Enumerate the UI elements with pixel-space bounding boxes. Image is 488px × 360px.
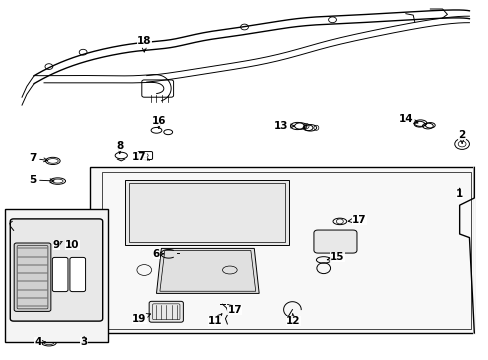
- Text: 3: 3: [81, 337, 87, 347]
- FancyBboxPatch shape: [14, 243, 51, 311]
- Text: 4: 4: [34, 337, 45, 347]
- Text: 10: 10: [65, 240, 80, 250]
- FancyBboxPatch shape: [149, 301, 183, 322]
- Bar: [5, 209, 107, 342]
- Polygon shape: [124, 180, 288, 245]
- Text: 13: 13: [273, 121, 294, 131]
- Text: 14: 14: [398, 114, 417, 124]
- Text: 1: 1: [455, 188, 462, 199]
- FancyBboxPatch shape: [70, 257, 85, 292]
- Text: 7: 7: [29, 153, 47, 163]
- Text: 18: 18: [137, 36, 151, 52]
- Text: 11: 11: [207, 314, 222, 326]
- Text: 17: 17: [347, 215, 366, 225]
- Text: 19: 19: [132, 314, 150, 324]
- Text: 17: 17: [227, 305, 242, 315]
- Text: 15: 15: [326, 252, 344, 262]
- FancyBboxPatch shape: [313, 230, 356, 253]
- Text: 2: 2: [458, 130, 465, 143]
- FancyBboxPatch shape: [138, 152, 152, 159]
- Text: 6: 6: [153, 249, 163, 259]
- Text: 17: 17: [132, 152, 149, 162]
- Text: 5: 5: [30, 175, 54, 185]
- Polygon shape: [90, 167, 473, 333]
- Text: 12: 12: [285, 313, 300, 326]
- FancyBboxPatch shape: [10, 219, 102, 321]
- FancyBboxPatch shape: [52, 257, 68, 292]
- Text: 16: 16: [151, 116, 166, 129]
- Polygon shape: [156, 248, 259, 293]
- Text: 8: 8: [116, 141, 123, 154]
- Text: 9: 9: [53, 240, 62, 250]
